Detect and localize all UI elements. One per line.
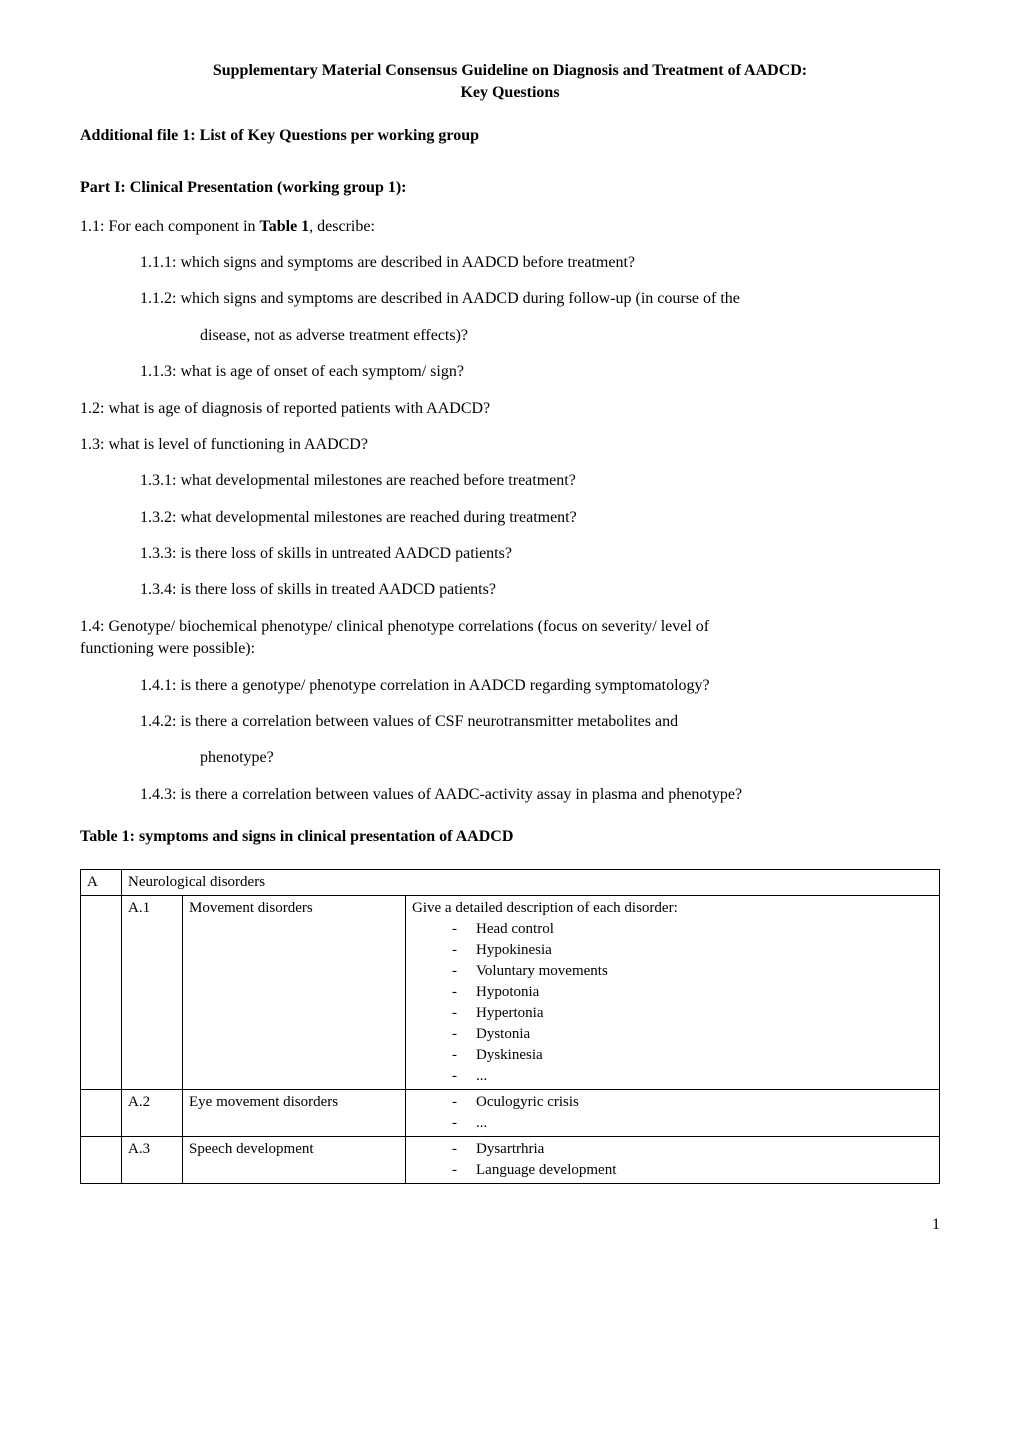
q-1-2: 1.2: what is age of diagnosis of reporte… bbox=[80, 398, 940, 420]
q-1-1-2: 1.1.2: which signs and symptoms are desc… bbox=[80, 288, 940, 310]
additional-file-heading: Additional file 1: List of Key Questions… bbox=[80, 125, 940, 147]
table-1: A Neurological disorders A.1Movement dis… bbox=[80, 869, 940, 1184]
row-code: A.2 bbox=[122, 1089, 183, 1136]
list-item: Dystonia bbox=[452, 1024, 933, 1045]
q-1-1-bold: Table 1 bbox=[260, 218, 310, 235]
row-item-list: Head controlHypokinesiaVoluntary movemen… bbox=[412, 919, 933, 1087]
row-item-list: Oculogyric crisis... bbox=[412, 1092, 933, 1134]
list-item: Dysartrhria bbox=[452, 1139, 933, 1160]
header-line-1: Supplementary Material Consensus Guideli… bbox=[80, 60, 940, 82]
row-item-list: DysartrhriaLanguage development bbox=[412, 1139, 933, 1181]
row-code: A.3 bbox=[122, 1136, 183, 1183]
table-row: A.2Eye movement disordersOculogyric cris… bbox=[81, 1089, 940, 1136]
table-row: A.3Speech developmentDysartrhriaLanguage… bbox=[81, 1136, 940, 1183]
list-item: Hypotonia bbox=[452, 982, 933, 1003]
row-label: Speech development bbox=[183, 1136, 406, 1183]
q-1-4-line2: functioning were possible): bbox=[80, 638, 940, 660]
row-blank bbox=[81, 1136, 122, 1183]
q-1-3: 1.3: what is level of functioning in AAD… bbox=[80, 434, 940, 456]
q-1-1-2-cont: disease, not as adverse treatment effect… bbox=[80, 325, 940, 347]
page-number: 1 bbox=[80, 1214, 940, 1236]
list-item: Head control bbox=[452, 919, 933, 940]
q-1-3-2: 1.3.2: what developmental milestones are… bbox=[80, 507, 940, 529]
q-1-1-1: 1.1.1: which signs and symptoms are desc… bbox=[80, 252, 940, 274]
row-label: Eye movement disorders bbox=[183, 1089, 406, 1136]
table-section-row: A Neurological disorders bbox=[81, 869, 940, 895]
section-code: A bbox=[81, 869, 122, 895]
row-intro: Give a detailed description of each diso… bbox=[412, 898, 933, 919]
row-details: Give a detailed description of each diso… bbox=[406, 895, 940, 1089]
q-1-4-line1: 1.4: Genotype/ biochemical phenotype/ cl… bbox=[80, 616, 940, 638]
q-1-4-2: 1.4.2: is there a correlation between va… bbox=[80, 711, 940, 733]
q-1-4: 1.4: Genotype/ biochemical phenotype/ cl… bbox=[80, 616, 940, 661]
doc-header: Supplementary Material Consensus Guideli… bbox=[80, 60, 940, 105]
list-item: Hypertonia bbox=[452, 1003, 933, 1024]
q-1-4-2-cont: phenotype? bbox=[80, 747, 940, 769]
section-title: Neurological disorders bbox=[122, 869, 940, 895]
q-1-4-3: 1.4.3: is there a correlation between va… bbox=[80, 784, 940, 806]
list-item: Hypokinesia bbox=[452, 940, 933, 961]
list-item: Language development bbox=[452, 1160, 933, 1181]
list-item: Voluntary movements bbox=[452, 961, 933, 982]
row-label: Movement disorders bbox=[183, 895, 406, 1089]
part1-heading: Part I: Clinical Presentation (working g… bbox=[80, 177, 940, 199]
q-1-3-1: 1.3.1: what developmental milestones are… bbox=[80, 470, 940, 492]
row-details: DysartrhriaLanguage development bbox=[406, 1136, 940, 1183]
list-item: Oculogyric crisis bbox=[452, 1092, 933, 1113]
row-blank bbox=[81, 1089, 122, 1136]
header-line-2: Key Questions bbox=[80, 82, 940, 104]
q-1-1: 1.1: For each component in Table 1, desc… bbox=[80, 216, 940, 238]
table1-caption: Table 1: symptoms and signs in clinical … bbox=[80, 826, 940, 848]
row-details: Oculogyric crisis... bbox=[406, 1089, 940, 1136]
list-item: Dyskinesia bbox=[452, 1045, 933, 1066]
q-1-1-3: 1.1.3: what is age of onset of each symp… bbox=[80, 361, 940, 383]
table-row: A.1Movement disorders Give a detailed des… bbox=[81, 895, 940, 1089]
row-code: A.1 bbox=[122, 895, 183, 1089]
q-1-1-suffix: , describe: bbox=[309, 218, 375, 235]
row-blank bbox=[81, 895, 122, 1089]
q-1-4-1: 1.4.1: is there a genotype/ phenotype co… bbox=[80, 675, 940, 697]
q-1-3-4: 1.3.4: is there loss of skills in treate… bbox=[80, 579, 940, 601]
q-1-1-prefix: 1.1: For each component in bbox=[80, 218, 260, 235]
q-1-3-3: 1.3.3: is there loss of skills in untrea… bbox=[80, 543, 940, 565]
list-item: ... bbox=[452, 1113, 933, 1134]
list-item: ... bbox=[452, 1066, 933, 1087]
